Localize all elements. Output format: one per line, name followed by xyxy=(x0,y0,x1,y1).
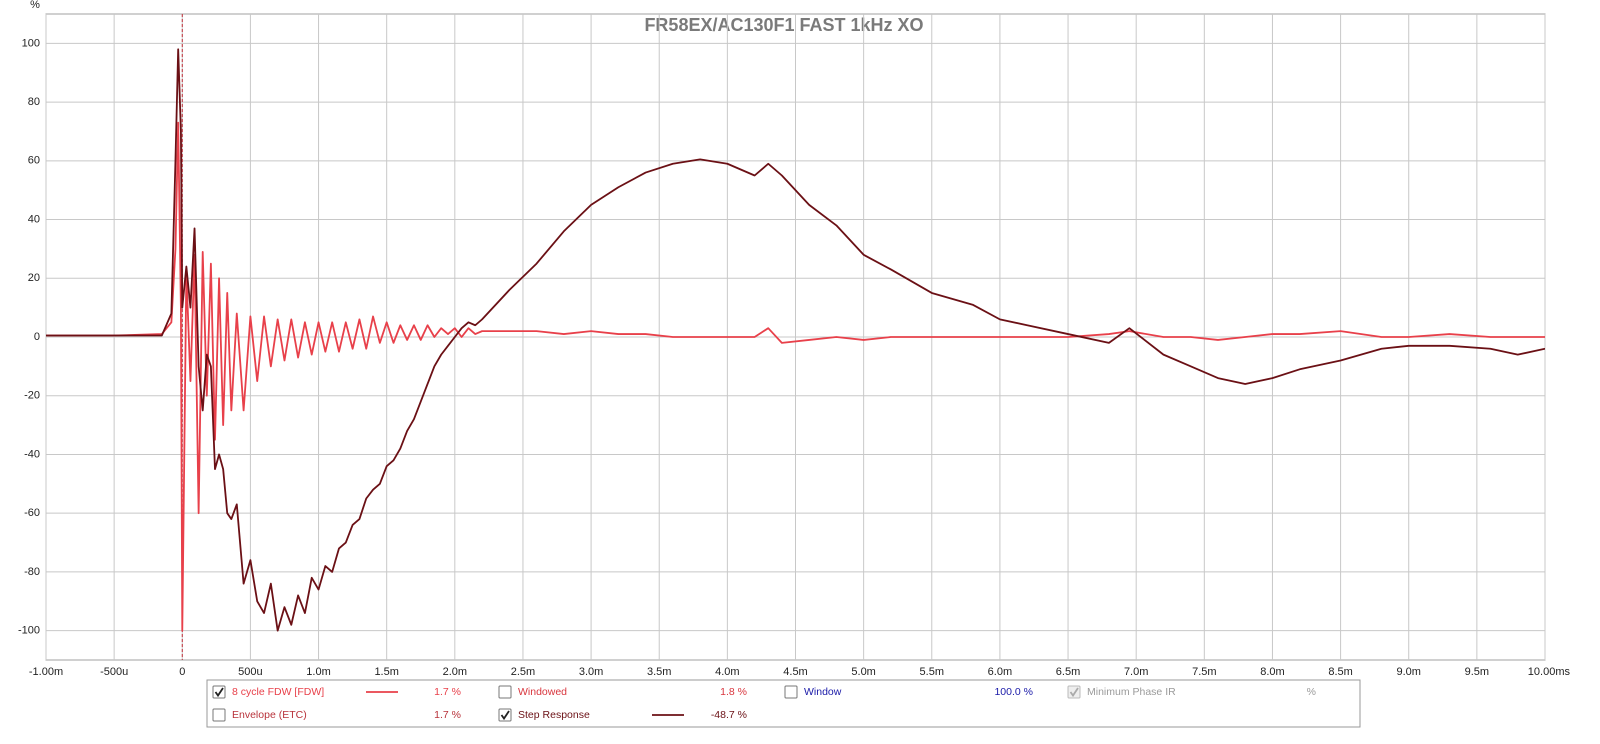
y-tick-label: -40 xyxy=(24,448,40,460)
x-tick-label: -500u xyxy=(100,666,128,678)
x-tick-label: 8.0m xyxy=(1260,666,1284,678)
x-tick-label: 9.5m xyxy=(1465,666,1489,678)
legend-value: 1.7 % xyxy=(434,686,461,698)
x-tick-label: 5.5m xyxy=(920,666,944,678)
y-tick-label: 40 xyxy=(28,213,40,225)
y-tick-label: -20 xyxy=(24,390,40,402)
x-tick-label: -1.00m xyxy=(29,666,63,678)
x-tick-label: 1.0m xyxy=(306,666,330,678)
y-tick-label: -100 xyxy=(18,625,40,637)
legend-value: % xyxy=(1307,686,1316,698)
y-tick-label: -60 xyxy=(24,507,40,519)
data-line xyxy=(46,48,1545,632)
x-tick-label: 7.5m xyxy=(1192,666,1216,678)
y-tick-label: 100 xyxy=(22,37,40,49)
x-tick-label: 10.00ms xyxy=(1528,666,1571,678)
legend-value: -48.7 % xyxy=(711,709,747,721)
x-tick-label: 9.0m xyxy=(1396,666,1420,678)
legend-label: Step Response xyxy=(518,709,590,721)
legend-label: Minimum Phase IR xyxy=(1087,686,1176,698)
x-tick-label: 7.0m xyxy=(1124,666,1148,678)
y-axis-label: % xyxy=(30,0,40,11)
x-tick-label: 5.0m xyxy=(851,666,875,678)
x-tick-label: 1.5m xyxy=(374,666,398,678)
y-tick-label: 80 xyxy=(28,96,40,108)
legend-checkbox[interactable] xyxy=(498,708,512,722)
legend-checkmark xyxy=(500,710,510,721)
chart-title: FR58EX/AC130F1 FAST 1kHz XO xyxy=(644,15,923,35)
legend-checkbox[interactable] xyxy=(498,685,512,699)
legend-value: 1.8 % xyxy=(720,686,747,698)
x-tick-label: 6.5m xyxy=(1056,666,1080,678)
x-tick-label: 6.0m xyxy=(988,666,1012,678)
legend-checkbox[interactable] xyxy=(784,685,798,699)
x-tick-label: 4.5m xyxy=(783,666,807,678)
y-tick-label: 0 xyxy=(34,331,40,343)
legend-label: Window xyxy=(804,686,842,698)
y-tick-label: -80 xyxy=(24,566,40,578)
y-tick-label: 20 xyxy=(28,272,40,284)
x-tick-label: 2.0m xyxy=(443,666,467,678)
legend-label: 8 cycle FDW [FDW] xyxy=(232,686,324,698)
x-tick-label: 500u xyxy=(238,666,262,678)
legend-value: 100.0 % xyxy=(994,686,1033,698)
legend-panel xyxy=(206,679,1361,728)
x-tick-label: 8.5m xyxy=(1328,666,1352,678)
x-tick-label: 4.0m xyxy=(715,666,739,678)
legend-checkbox[interactable] xyxy=(1067,685,1081,699)
legend-label: Envelope (ETC) xyxy=(232,709,307,721)
legend-value: 1.7 % xyxy=(434,709,461,721)
x-tick-label: 0 xyxy=(179,666,185,678)
legend-checkbox[interactable] xyxy=(212,685,226,699)
x-tick-label: 3.0m xyxy=(579,666,603,678)
legend-checkbox[interactable] xyxy=(212,708,226,722)
legend-checkmark xyxy=(214,687,224,698)
legend-checkmark xyxy=(1069,687,1079,698)
legend-label: Windowed xyxy=(518,686,567,698)
y-tick-label: 60 xyxy=(28,155,40,167)
x-tick-label: 2.5m xyxy=(511,666,535,678)
x-tick-label: 3.5m xyxy=(647,666,671,678)
data-line xyxy=(46,121,1545,632)
